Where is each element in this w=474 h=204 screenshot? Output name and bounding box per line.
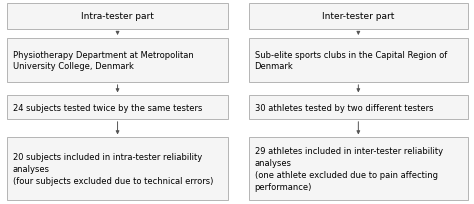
FancyBboxPatch shape	[249, 138, 468, 200]
Text: Physiotherapy Department at Metropolitan
University College, Denmark: Physiotherapy Department at Metropolitan…	[13, 50, 193, 71]
Text: Inter-tester part: Inter-tester part	[322, 12, 394, 21]
FancyBboxPatch shape	[7, 96, 228, 119]
Text: 29 athletes included in inter-tester reliability
analyses
(one athlete excluded : 29 athletes included in inter-tester rel…	[255, 147, 443, 191]
FancyBboxPatch shape	[7, 39, 228, 83]
FancyBboxPatch shape	[249, 4, 468, 30]
Text: Sub-elite sports clubs in the Capital Region of
Denmark: Sub-elite sports clubs in the Capital Re…	[255, 50, 447, 71]
FancyBboxPatch shape	[249, 96, 468, 119]
Text: 20 subjects included in intra-tester reliability
analyses
(four subjects exclude: 20 subjects included in intra-tester rel…	[13, 153, 213, 185]
FancyBboxPatch shape	[7, 138, 228, 200]
FancyBboxPatch shape	[7, 4, 228, 30]
FancyBboxPatch shape	[249, 39, 468, 83]
Text: Intra-tester part: Intra-tester part	[81, 12, 154, 21]
Text: 24 subjects tested twice by the same testers: 24 subjects tested twice by the same tes…	[13, 103, 202, 112]
Text: 30 athletes tested by two different testers: 30 athletes tested by two different test…	[255, 103, 433, 112]
